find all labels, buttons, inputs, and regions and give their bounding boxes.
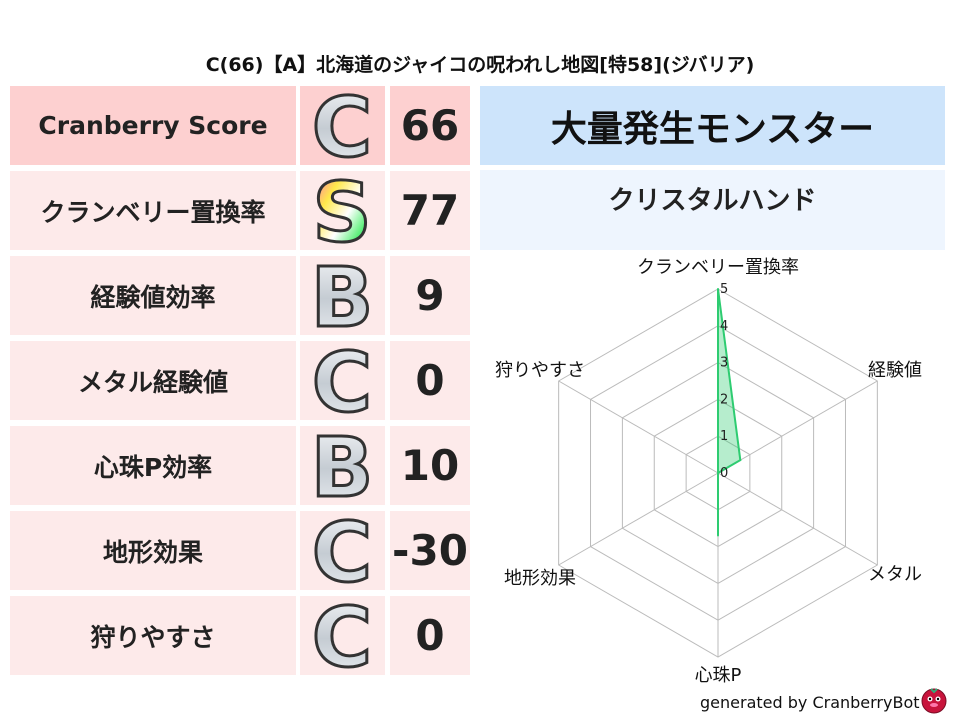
grade-badge: B [300, 256, 385, 335]
svg-text:B: B [311, 256, 374, 335]
axis-label: 経験値 [868, 360, 922, 381]
axis-label: 心珠P [695, 665, 742, 686]
svg-text:B: B [311, 426, 374, 505]
series-area [717, 288, 742, 536]
tick-label: 5 [720, 282, 728, 297]
row-label: 地形効果 [10, 511, 296, 590]
monster-header: 大量発生モンスター [480, 86, 945, 165]
grid-spoke [717, 472, 878, 566]
grade-badge: S [300, 171, 385, 250]
data-point [717, 288, 719, 290]
row-label: 狩りやすさ [10, 596, 296, 675]
row-value: 77 [390, 171, 470, 250]
page-title: C(66)【A】北海道のジャイコの呪われし地図[特58](ジバリア) [205, 54, 755, 76]
grade-badge: C [300, 341, 385, 420]
tick-label: 0 [720, 466, 728, 481]
svg-text:C: C [312, 341, 372, 420]
grade-badge: C [300, 596, 385, 675]
axis-label: 地形効果 [504, 568, 576, 589]
grid-spoke [558, 472, 719, 566]
data-point [717, 534, 719, 537]
grade-badge: C [300, 86, 385, 165]
svg-text:C: C [312, 86, 372, 165]
row-value: 66 [390, 86, 470, 165]
row-value: -30 [390, 511, 470, 590]
axis-label: クランベリー置換率 [637, 257, 799, 278]
tick-label: 1 [720, 429, 728, 444]
row-label: 心珠P効率 [10, 426, 296, 505]
monster-name: クリスタルハンド [480, 170, 945, 250]
data-point [717, 472, 719, 474]
cranberry-bot-icon [921, 688, 947, 714]
grid-spoke [717, 380, 878, 474]
axis-label: メタル [868, 564, 922, 585]
tick-label: 2 [720, 392, 728, 407]
row-value: 9 [390, 256, 470, 335]
grade-badge: B [300, 426, 385, 505]
data-point [739, 459, 742, 462]
row-value: 0 [390, 341, 470, 420]
row-label: Cranberry Score [10, 86, 296, 165]
grid-spoke [558, 380, 719, 474]
footer-credit: generated by CranberryBot [700, 693, 920, 712]
row-label: 経験値効率 [10, 256, 296, 335]
row-label: メタル経験値 [10, 341, 296, 420]
tick-label: 4 [720, 319, 728, 334]
svg-text:C: C [312, 511, 372, 590]
svg-text:S: S [312, 171, 371, 250]
row-label: クランベリー置換率 [10, 171, 296, 250]
axis-label: 狩りやすさ [495, 360, 585, 381]
svg-text:C: C [312, 596, 372, 675]
row-value: 0 [390, 596, 470, 675]
tick-label: 3 [720, 356, 728, 371]
row-value: 10 [390, 426, 470, 505]
grade-badge: C [300, 511, 385, 590]
